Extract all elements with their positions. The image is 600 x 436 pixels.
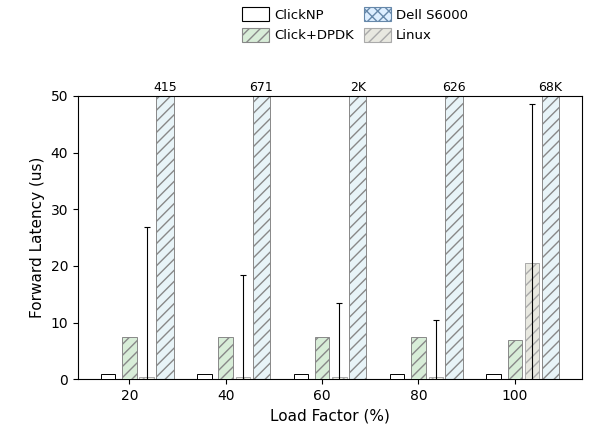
Bar xyxy=(293,374,308,379)
Text: 626: 626 xyxy=(442,81,466,94)
Bar xyxy=(197,374,212,379)
Bar xyxy=(542,96,559,379)
Text: 68K: 68K xyxy=(538,81,562,94)
Bar xyxy=(122,337,137,379)
Bar xyxy=(218,337,233,379)
Bar xyxy=(315,337,329,379)
Bar xyxy=(349,96,367,379)
Bar xyxy=(508,340,522,379)
Bar xyxy=(525,263,539,379)
Bar xyxy=(390,374,404,379)
Bar xyxy=(411,337,425,379)
Bar xyxy=(101,374,115,379)
Bar xyxy=(445,96,463,379)
Bar xyxy=(253,96,270,379)
Text: 671: 671 xyxy=(250,81,273,94)
Bar xyxy=(487,374,501,379)
X-axis label: Load Factor (%): Load Factor (%) xyxy=(270,409,390,424)
Bar xyxy=(428,377,443,379)
Legend: ClickNP, Click+DPDK, Dell S6000, Linux: ClickNP, Click+DPDK, Dell S6000, Linux xyxy=(238,3,472,46)
Bar xyxy=(139,377,154,379)
Text: 2K: 2K xyxy=(350,81,366,94)
Bar xyxy=(332,377,347,379)
Bar xyxy=(157,96,173,379)
Bar xyxy=(236,377,250,379)
Y-axis label: Forward Latency (us): Forward Latency (us) xyxy=(30,157,45,318)
Text: 415: 415 xyxy=(153,81,177,94)
